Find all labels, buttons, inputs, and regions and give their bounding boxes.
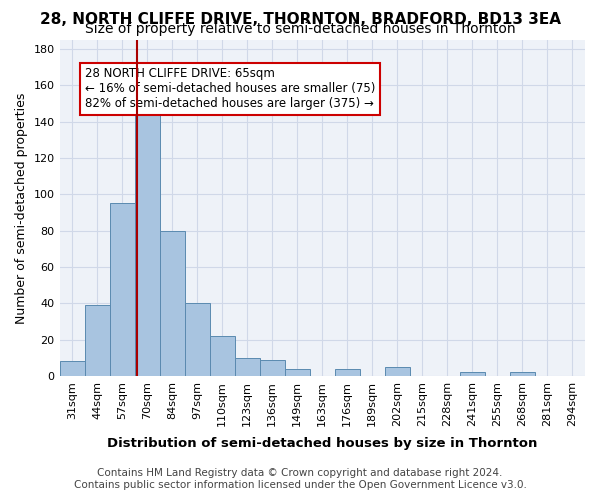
Bar xyxy=(385,367,410,376)
Text: Size of property relative to semi-detached houses in Thornton: Size of property relative to semi-detach… xyxy=(85,22,515,36)
Bar xyxy=(185,304,209,376)
Bar xyxy=(285,368,310,376)
Bar xyxy=(460,372,485,376)
Bar xyxy=(85,305,110,376)
Text: Contains HM Land Registry data © Crown copyright and database right 2024.
Contai: Contains HM Land Registry data © Crown c… xyxy=(74,468,526,490)
Bar xyxy=(59,362,85,376)
Y-axis label: Number of semi-detached properties: Number of semi-detached properties xyxy=(15,92,28,324)
Bar xyxy=(134,112,160,376)
Bar xyxy=(209,336,235,376)
Text: 28, NORTH CLIFFE DRIVE, THORNTON, BRADFORD, BD13 3EA: 28, NORTH CLIFFE DRIVE, THORNTON, BRADFO… xyxy=(40,12,560,28)
Bar xyxy=(335,368,360,376)
X-axis label: Distribution of semi-detached houses by size in Thornton: Distribution of semi-detached houses by … xyxy=(107,437,538,450)
Bar xyxy=(260,360,285,376)
Bar xyxy=(235,358,260,376)
Bar xyxy=(160,230,185,376)
Text: 28 NORTH CLIFFE DRIVE: 65sqm
← 16% of semi-detached houses are smaller (75)
82% : 28 NORTH CLIFFE DRIVE: 65sqm ← 16% of se… xyxy=(85,67,375,110)
Bar xyxy=(110,204,134,376)
Bar xyxy=(510,372,535,376)
